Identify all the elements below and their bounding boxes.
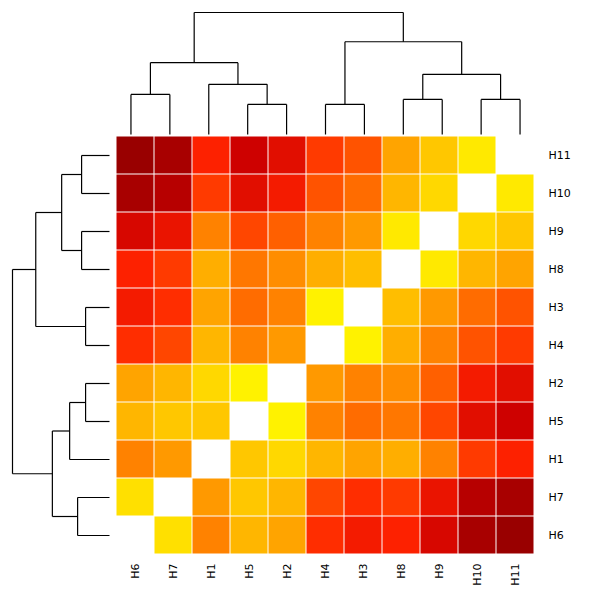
svg-text:H7: H7 xyxy=(167,564,180,579)
svg-text:H7: H7 xyxy=(549,491,564,504)
svg-text:H1: H1 xyxy=(205,564,218,579)
svg-text:H4: H4 xyxy=(319,564,332,579)
svg-text:H4: H4 xyxy=(549,339,564,352)
svg-text:H8: H8 xyxy=(395,564,408,579)
svg-text:H6: H6 xyxy=(549,529,564,542)
svg-text:H9: H9 xyxy=(549,225,564,238)
svg-text:H11: H11 xyxy=(509,564,522,586)
svg-text:H2: H2 xyxy=(281,564,294,579)
svg-text:H11: H11 xyxy=(549,149,571,162)
svg-text:H10: H10 xyxy=(549,187,571,200)
svg-text:H5: H5 xyxy=(549,415,564,428)
svg-text:H8: H8 xyxy=(549,263,564,276)
svg-text:H3: H3 xyxy=(357,564,370,579)
svg-text:H5: H5 xyxy=(243,564,256,579)
svg-text:H6: H6 xyxy=(129,564,142,579)
svg-text:H10: H10 xyxy=(471,564,484,586)
svg-text:H1: H1 xyxy=(549,453,564,466)
svg-text:H3: H3 xyxy=(549,301,564,314)
svg-text:H9: H9 xyxy=(433,564,446,579)
svg-text:H2: H2 xyxy=(549,377,564,390)
